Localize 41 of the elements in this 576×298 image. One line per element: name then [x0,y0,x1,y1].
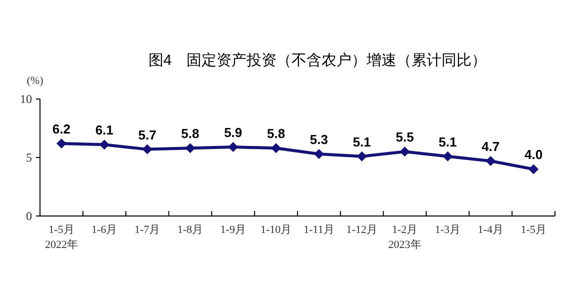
point [356,151,367,162]
x-tick-label: 1-6月 [92,224,118,236]
point [56,138,66,148]
x-tick-label: 1-11月 [304,224,334,236]
data-label: 5.8 [267,126,286,142]
x-tick-label: 1-9月 [220,224,246,236]
y-axis-title: (%) [26,75,44,87]
x-tick-label: 1-4月 [478,224,504,236]
x-tick-label: 1-3月 [434,224,461,236]
point [99,140,110,150]
point [271,143,282,154]
data-label: 5.1 [352,134,371,150]
point [185,143,196,154]
x-tick-label: 1-10月 [260,224,292,236]
point [314,148,324,159]
point [228,142,238,152]
data-label: 5.8 [181,126,200,142]
x-tick-label: 1-5月 2022年 [44,224,78,251]
data-label: 6.2 [52,121,70,136]
y-tick-label: 5 [26,150,32,164]
chart-title: 图4 固定资产投资（不含农户）增速（累计同比） [148,52,487,69]
x-tick-label: 1-7月 [134,224,160,236]
point [142,144,152,154]
data-label: 4.7 [482,139,500,154]
data-label: 4.0 [524,147,543,162]
point [400,146,410,157]
x-tick-label: 1-5月 [520,224,546,236]
x-tick-label: 1-2月 2023年 [388,224,422,251]
y-tick-label: 10 [20,92,32,106]
point [486,156,496,166]
point [442,151,453,162]
data-label: 5.7 [138,127,156,142]
data-label: 6.1 [95,122,114,138]
data-label: 5.5 [396,130,414,145]
x-tick-label: 1-8月 [177,224,204,236]
data-label: 5.1 [438,134,457,150]
data-label: 5.9 [224,124,242,140]
data-label: 5.3 [310,132,328,147]
x-tick-label: 1-12月 [346,224,378,236]
y-tick-label: 0 [26,209,32,223]
point [528,164,539,174]
